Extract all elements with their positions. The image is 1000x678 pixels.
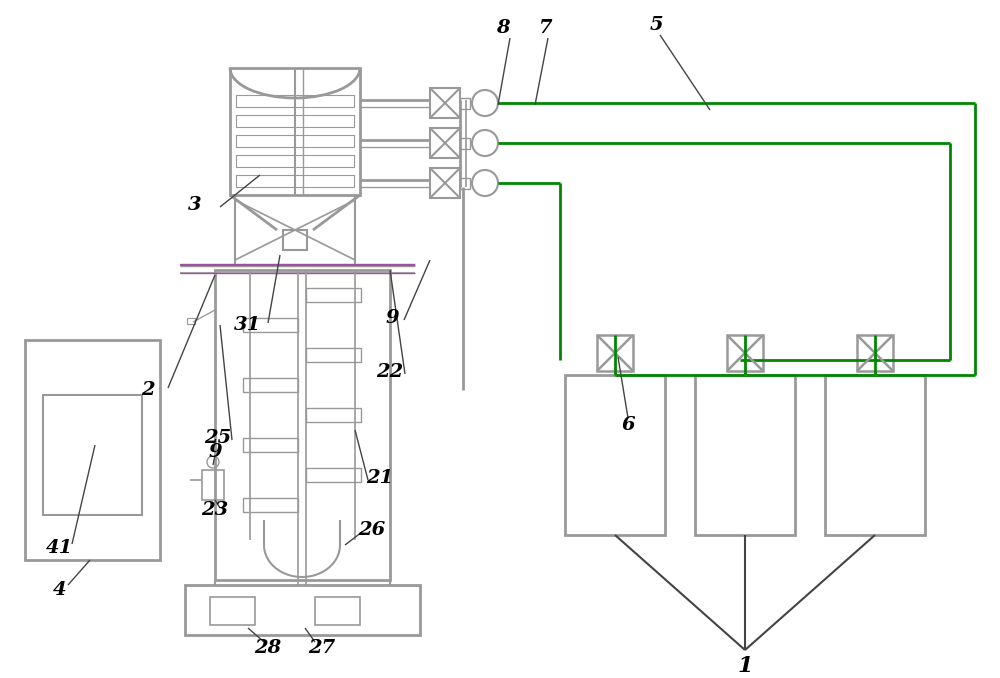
Bar bbox=[283, 230, 307, 250]
Bar bbox=[597, 335, 633, 371]
Text: 27: 27 bbox=[308, 639, 336, 657]
Text: 22: 22 bbox=[376, 363, 404, 381]
Text: 8: 8 bbox=[496, 19, 510, 37]
Text: 5: 5 bbox=[649, 16, 663, 34]
Bar bbox=[210, 597, 255, 625]
Text: 26: 26 bbox=[358, 521, 386, 539]
Text: 3: 3 bbox=[188, 196, 202, 214]
Bar bbox=[243, 438, 298, 452]
Text: 23: 23 bbox=[201, 501, 229, 519]
Bar bbox=[825, 375, 925, 535]
Bar bbox=[430, 88, 460, 118]
Text: 2: 2 bbox=[141, 381, 155, 399]
Bar bbox=[430, 128, 460, 158]
Bar bbox=[236, 95, 354, 107]
Bar bbox=[43, 395, 142, 515]
Bar bbox=[243, 378, 298, 392]
Bar bbox=[460, 178, 470, 189]
Bar bbox=[695, 375, 795, 535]
Text: 1: 1 bbox=[737, 655, 753, 677]
Text: 9: 9 bbox=[385, 309, 399, 327]
Bar bbox=[243, 318, 298, 332]
Bar bbox=[236, 175, 354, 187]
Text: 4: 4 bbox=[53, 581, 67, 599]
Bar bbox=[25, 340, 160, 560]
Bar bbox=[202, 470, 224, 500]
Bar bbox=[430, 168, 460, 198]
Text: 41: 41 bbox=[46, 539, 74, 557]
Bar bbox=[215, 270, 390, 580]
Text: 7: 7 bbox=[539, 19, 553, 37]
Text: 9: 9 bbox=[208, 443, 222, 461]
Bar bbox=[460, 98, 470, 109]
Text: 21: 21 bbox=[366, 469, 394, 487]
Bar bbox=[460, 138, 470, 149]
Text: 28: 28 bbox=[254, 639, 282, 657]
Bar bbox=[236, 155, 354, 167]
Bar bbox=[185, 585, 420, 635]
Bar bbox=[306, 408, 361, 422]
Bar bbox=[236, 115, 354, 127]
Bar bbox=[306, 348, 361, 362]
Bar bbox=[243, 498, 298, 512]
Bar bbox=[306, 288, 361, 302]
Text: 31: 31 bbox=[234, 316, 262, 334]
Text: 25: 25 bbox=[204, 429, 232, 447]
Bar bbox=[306, 468, 361, 482]
Bar bbox=[236, 135, 354, 147]
Bar bbox=[230, 68, 360, 195]
Bar bbox=[857, 335, 893, 371]
Bar bbox=[315, 597, 360, 625]
Bar bbox=[727, 335, 763, 371]
Bar bbox=[187, 318, 195, 324]
Text: 6: 6 bbox=[621, 416, 635, 434]
Bar bbox=[565, 375, 665, 535]
